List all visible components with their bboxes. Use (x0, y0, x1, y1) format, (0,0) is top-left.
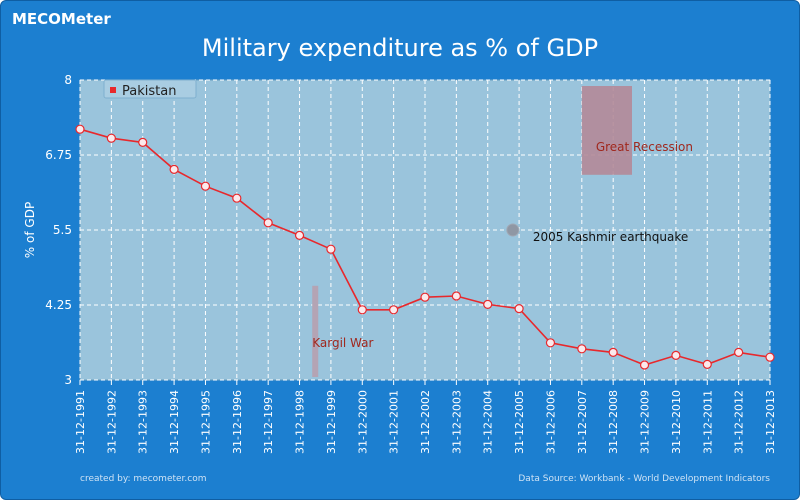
data-point[interactable] (389, 305, 399, 315)
annotation-kashmir-earthquake-marker (506, 223, 520, 237)
legend-swatch (110, 87, 116, 93)
data-point[interactable] (232, 193, 242, 203)
annotation-kashmir-earthquake-label: 2005 Kashmir earthquake (533, 230, 688, 244)
x-tick-label: 31-12-2013 (764, 390, 777, 454)
data-point[interactable] (326, 244, 336, 254)
x-tick-label: 31-12-2007 (576, 390, 589, 454)
legend[interactable]: Pakistan (103, 79, 197, 99)
x-tick-label: 31-12-2011 (701, 390, 714, 454)
x-tick-label: 31-12-2004 (482, 390, 495, 454)
x-tick-label: 31-12-1998 (294, 390, 307, 454)
x-tick-label: 31-12-1999 (325, 390, 338, 454)
data-source-text: Data Source: Workbank - World Developmen… (518, 474, 770, 484)
x-tick-label: 31-12-1993 (137, 390, 150, 454)
data-point[interactable] (671, 350, 681, 360)
x-tick-label: 31-12-1997 (262, 390, 275, 454)
data-point[interactable] (577, 344, 587, 354)
x-tick-label: 31-12-2003 (450, 390, 463, 454)
data-point[interactable] (639, 360, 650, 370)
legend-label: Pakistan (122, 84, 176, 99)
created-by-text: created by: mecometer.com (80, 474, 207, 484)
y-tick-label: 3 (64, 373, 72, 387)
x-tick-label: 31-12-2005 (513, 390, 526, 454)
x-tick-label: 31-12-2009 (639, 390, 652, 454)
x-tick-label: 31-12-2006 (544, 390, 557, 454)
data-point[interactable] (294, 230, 305, 240)
data-point[interactable] (514, 304, 524, 314)
x-tick-label: 31-12-1991 (74, 390, 87, 454)
x-tick-label: 31-12-1992 (105, 390, 118, 454)
data-point[interactable] (702, 359, 712, 369)
x-tick-label: 31-12-2000 (356, 390, 369, 454)
x-tick-label: 31-12-1994 (168, 390, 181, 454)
series-layer (75, 124, 775, 370)
y-tick-label: 5.5 (53, 223, 72, 237)
data-point[interactable] (451, 291, 461, 301)
annotation-great-recession-band (581, 86, 632, 175)
data-point[interactable] (200, 181, 211, 191)
data-point[interactable] (357, 305, 367, 315)
y-tick-label: 6.75 (45, 148, 72, 162)
data-point[interactable] (734, 347, 744, 357)
x-tick-label: 31-12-2001 (388, 390, 401, 454)
annotation-kargil-war-label: Kargil War (312, 336, 373, 350)
annotations: Kargil War Great Recession 2005 Kashmir ea… (312, 86, 693, 377)
axes: 3 4.25 5.5 6.75 8 31-12-1991 31-12-1992 31-12-1… (45, 73, 777, 454)
annotation-kargil-war-bar (312, 285, 319, 377)
annotation-great-recession-label: Great Recession (596, 140, 693, 154)
data-point[interactable] (138, 137, 148, 147)
x-tick-label: 31-12-1995 (199, 390, 212, 454)
y-axis-label: % of GDP (23, 202, 37, 258)
data-point[interactable] (169, 164, 179, 174)
data-point[interactable] (263, 218, 273, 228)
x-tick-label: 31-12-2002 (419, 390, 432, 454)
legend-box (103, 79, 197, 99)
data-point[interactable] (483, 299, 493, 309)
data-point[interactable] (420, 292, 430, 302)
data-point[interactable] (75, 124, 85, 134)
data-point[interactable] (545, 338, 556, 348)
data-point[interactable] (765, 352, 775, 362)
y-tick-label: 8 (64, 73, 72, 87)
chart-title: Military expenditure as % of GDP (201, 34, 599, 62)
brand-logo: MECOMeter (12, 10, 111, 28)
data-point[interactable] (608, 347, 618, 357)
data-point[interactable] (106, 133, 116, 143)
x-tick-label: 31-12-2010 (670, 390, 683, 454)
x-tick-label: 31-12-1996 (231, 390, 244, 454)
y-tick-label: 4.25 (45, 298, 72, 312)
x-tick-label: 31-12-2012 (733, 390, 746, 454)
x-tick-label: 31-12-2008 (607, 390, 620, 454)
